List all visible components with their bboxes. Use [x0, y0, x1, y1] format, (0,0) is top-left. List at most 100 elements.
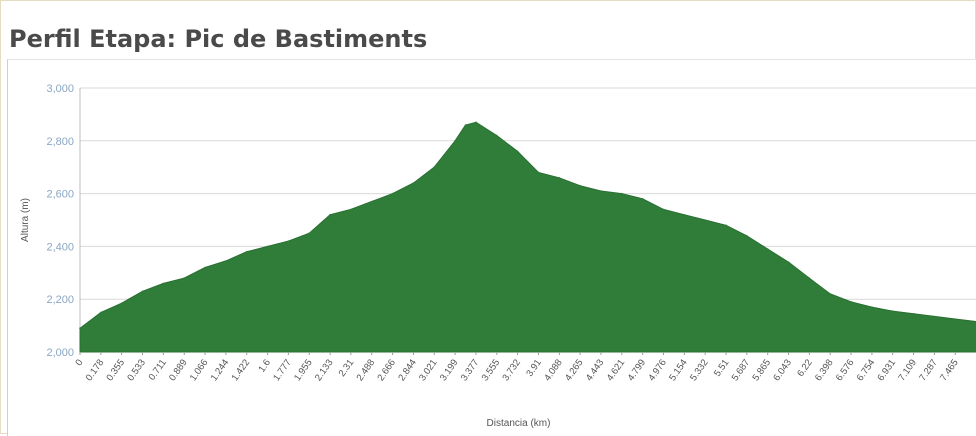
x-tick-label: 0.533	[125, 357, 148, 383]
data-point	[266, 245, 269, 248]
x-tick-label: 2.666	[375, 357, 398, 383]
elevation-profile-chart: 2,000 2,200 2,400 2,600 2,800 3,000 00.1780.3…	[20, 83, 976, 429]
x-tick-label: 1.6	[256, 357, 273, 374]
data-point	[954, 318, 957, 320]
y-tick-label: 2,800	[46, 136, 74, 148]
x-tick-label: 2.844	[396, 357, 419, 383]
y-axis-ticks: 2,000 2,200 2,400 2,600 2,800 3,000	[46, 83, 74, 359]
data-point	[100, 311, 102, 314]
y-tick-label: 2,000	[46, 347, 74, 359]
x-tick-label: 1.422	[230, 357, 253, 383]
data-point	[704, 219, 706, 221]
data-point	[329, 213, 331, 216]
y-tick-label: 2,200	[46, 294, 74, 306]
data-point	[464, 124, 467, 126]
x-tick-label: 4.799	[626, 357, 649, 383]
data-point	[516, 150, 519, 153]
data-point	[412, 182, 415, 184]
chart-panel: 2,000 2,200 2,400 2,600 2,800 3,000 0 0.178 0.3…	[7, 59, 976, 436]
data-point	[370, 200, 373, 203]
x-tick-label: 5.865	[751, 357, 774, 383]
data-point	[662, 208, 665, 211]
data-point	[871, 306, 873, 308]
data-point	[225, 260, 227, 262]
x-tick-label: 4.443	[584, 357, 607, 383]
x-tick-label: 3.555	[480, 357, 503, 383]
data-point	[641, 198, 644, 200]
x-tick-label: 4.621	[605, 357, 628, 383]
data-point	[162, 282, 165, 285]
data-point	[496, 134, 498, 137]
data-point	[912, 312, 915, 315]
x-tick-label: 5.51	[712, 357, 732, 378]
x-tick-label: 6.931	[876, 357, 899, 383]
data-point	[683, 213, 686, 216]
data-point	[891, 310, 894, 312]
data-point	[850, 301, 852, 303]
data-point	[808, 277, 811, 279]
y-tick-label: 2,400	[46, 241, 74, 253]
data-point	[245, 250, 248, 253]
x-tick-label: 7.465	[938, 357, 961, 383]
data-point	[725, 224, 727, 227]
x-tick-label: 3.732	[500, 357, 523, 383]
x-tick-label: 5.687	[730, 357, 753, 383]
x-tick-label: 6.398	[813, 357, 836, 383]
x-tick-label: 1.244	[209, 357, 232, 383]
y-tick-label: 3,000	[46, 83, 74, 95]
data-point	[141, 290, 144, 293]
x-axis-ticks: 00.1780.3550.5330.7110.8891.0661.2441.42…	[73, 352, 961, 383]
x-tick-label: 5.332	[688, 357, 711, 383]
data-point	[746, 235, 748, 237]
y-axis-label: Altura (m)	[20, 198, 31, 242]
x-tick-label: 2.488	[355, 357, 378, 383]
data-point	[600, 190, 602, 192]
x-tick-label: 1.955	[292, 357, 315, 383]
x-tick-label: 4.976	[646, 357, 669, 383]
page-title: Perfil Etapa: Pic de Bastiments	[9, 25, 428, 53]
x-tick-label: 4.088	[542, 357, 565, 383]
x-tick-label: 2.133	[313, 357, 336, 383]
x-tick-label: 3.377	[459, 357, 482, 383]
data-point	[829, 293, 831, 295]
elevation-area	[79, 121, 976, 353]
x-tick-label: 1.777	[271, 357, 294, 383]
x-tick-label: 0.711	[147, 357, 169, 382]
x-tick-label: 0.355	[104, 357, 127, 383]
x-axis-label: Distancia (km)	[487, 418, 551, 429]
x-tick-label: 0.889	[167, 357, 190, 383]
data-point	[454, 140, 456, 142]
data-point	[579, 184, 581, 187]
y-tick-label: 2,600	[46, 189, 74, 201]
data-point	[475, 121, 477, 124]
data-point	[933, 315, 936, 318]
x-tick-label: 6.576	[834, 357, 857, 383]
data-point	[183, 277, 185, 279]
data-point	[79, 327, 81, 330]
area-layer	[79, 121, 976, 353]
data-point	[766, 248, 769, 250]
x-tick-label: 6.043	[771, 357, 794, 383]
data-point	[787, 261, 790, 263]
data-point	[287, 240, 290, 242]
data-point	[120, 302, 123, 304]
data-point	[204, 266, 206, 269]
data-point	[558, 177, 561, 179]
data-point	[433, 166, 436, 168]
x-tick-label: 7.287	[917, 357, 940, 383]
x-tick-label: 2.31	[337, 357, 357, 378]
x-tick-label: 4.265	[563, 357, 586, 383]
data-point	[537, 171, 540, 174]
x-tick-label: 3.91	[524, 357, 544, 378]
data-point	[308, 232, 311, 234]
x-tick-label: 6.754	[855, 357, 878, 383]
x-tick-label: 7.109	[896, 357, 919, 383]
x-tick-label: 3.199	[438, 357, 461, 383]
data-point	[391, 192, 394, 195]
data-point	[350, 208, 352, 211]
x-tick-label: 0	[73, 357, 85, 368]
x-tick-label: 0.178	[84, 357, 107, 383]
x-tick-label: 5.154	[667, 357, 690, 383]
x-tick-label: 6.22	[795, 357, 815, 378]
